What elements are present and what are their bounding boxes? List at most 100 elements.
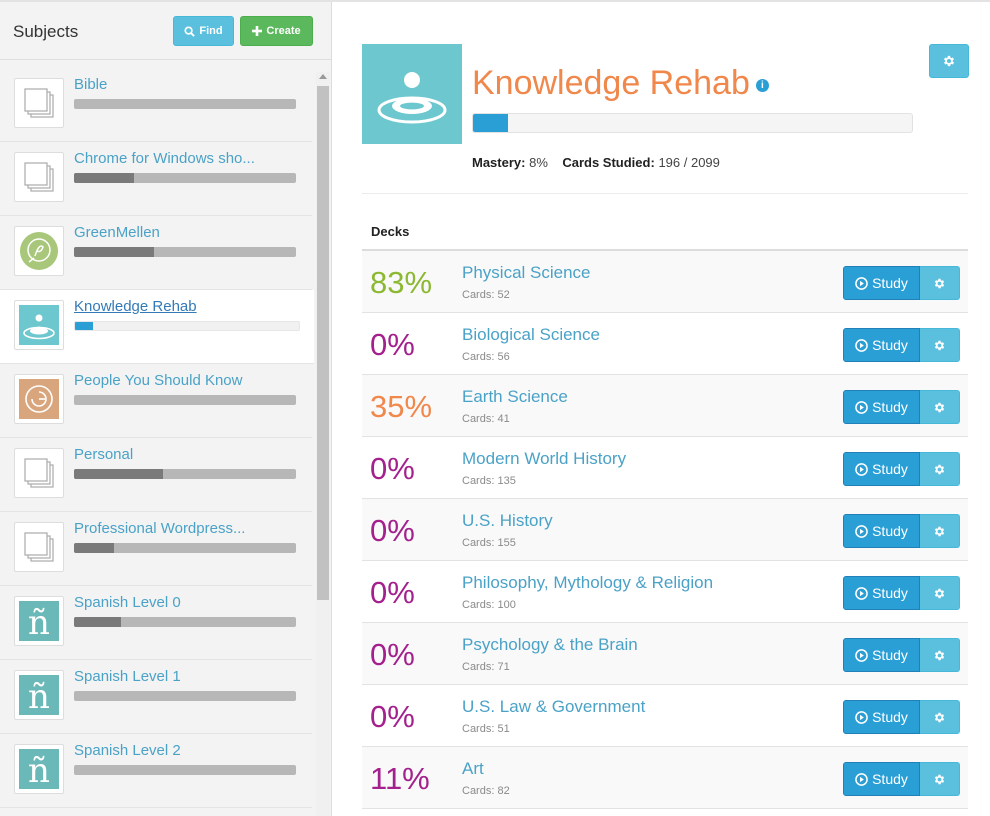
subject-item[interactable]: GreenMellen (0, 216, 312, 290)
study-button[interactable]: Study (843, 390, 920, 424)
mastery-value: 8% (529, 155, 548, 170)
deck-card-count: Cards: 52 (462, 289, 510, 301)
page-title-text: Knowledge Rehab (472, 64, 750, 102)
deck-row: 0% Modern World History Cards: 135 Study (362, 437, 968, 499)
subject-thumbnail[interactable] (14, 448, 64, 498)
subject-thumbnail[interactable]: ñ (14, 670, 64, 720)
subject-thumbnail[interactable] (14, 300, 64, 350)
subject-item[interactable]: Knowledge Rehab (0, 290, 314, 364)
deck-settings-button[interactable] (920, 576, 960, 610)
subject-item[interactable]: ñ Spanish Level 0 (0, 586, 312, 660)
svg-text:ñ: ñ (28, 751, 50, 789)
study-button[interactable]: Study (843, 514, 920, 548)
deck-mastery-percent: 0% (370, 575, 415, 610)
gear-icon (934, 588, 945, 598)
subject-thumbnail[interactable] (14, 226, 64, 276)
info-icon[interactable]: i (755, 78, 769, 92)
deck-settings-button[interactable] (920, 762, 960, 796)
deck-name[interactable]: U.S. Law & Government (462, 697, 646, 716)
deck-name[interactable]: Biological Science (462, 325, 600, 344)
plus-icon (252, 26, 263, 36)
study-button[interactable]: Study (843, 452, 920, 486)
subject-name[interactable]: GreenMellen (74, 224, 160, 241)
subject-name[interactable]: Bible (74, 76, 108, 93)
subject-name[interactable]: Chrome for Windows sho... (74, 150, 255, 167)
subject-progress-fill (74, 469, 163, 479)
deck-settings-button[interactable] (920, 390, 960, 424)
deck-name[interactable]: Psychology & the Brain (462, 635, 638, 654)
subject-progress-fill (74, 543, 114, 553)
subject-progress-bar (74, 765, 296, 775)
subject-settings-button[interactable] (929, 44, 969, 78)
subject-name[interactable]: Spanish Level 1 (74, 668, 181, 685)
find-button[interactable]: Find (173, 16, 234, 46)
subject-thumbnail[interactable] (14, 522, 64, 572)
deck-name[interactable]: Physical Science (462, 263, 591, 282)
deck-settings-button[interactable] (920, 514, 960, 548)
deck-name[interactable]: U.S. History (462, 511, 553, 530)
subject-name[interactable]: People You Should Know (74, 372, 243, 389)
gear-icon (934, 278, 945, 288)
deck-settings-button[interactable] (920, 638, 960, 672)
cards-icon (19, 157, 59, 197)
deck-settings-button[interactable] (920, 266, 960, 300)
subject-item[interactable]: ñ Spanish Level 1 (0, 660, 312, 734)
deck-settings-button[interactable] (920, 700, 960, 734)
subject-name[interactable]: Spanish Level 2 (74, 742, 181, 759)
person-ripple-icon (377, 72, 447, 124)
deck-row: 0% U.S. History Cards: 155 Study (362, 499, 968, 561)
create-button[interactable]: Create (240, 16, 313, 46)
study-button[interactable]: Study (843, 266, 920, 300)
subject-progress-fill (74, 247, 154, 257)
deck-card-count: Cards: 135 (462, 475, 516, 487)
deck-settings-button[interactable] (920, 452, 960, 486)
subject-progress-bar (74, 395, 296, 405)
study-button[interactable]: Study (843, 638, 920, 672)
subject-progress-bar (74, 173, 296, 183)
subject-item[interactable]: Bible (0, 68, 312, 142)
subject-thumbnail[interactable] (14, 374, 64, 424)
deck-row: 0% Psychology & the Brain Cards: 71 Study (362, 623, 968, 685)
subject-progress-bar (74, 543, 296, 553)
deck-mastery-percent: 0% (370, 327, 415, 362)
mastery-label: Mastery: (472, 155, 526, 170)
subject-name[interactable]: Knowledge Rehab (74, 298, 197, 315)
subject-item[interactable]: Professional Wordpress... (0, 512, 312, 586)
study-button[interactable]: Study (843, 700, 920, 734)
mastery-progress-fill (473, 114, 509, 132)
play-circle-icon (855, 648, 868, 662)
deck-name[interactable]: Earth Science (462, 387, 568, 406)
gear-icon (934, 526, 945, 536)
study-button[interactable]: Study (843, 328, 920, 362)
subject-thumbnail[interactable] (14, 78, 64, 128)
study-button[interactable]: Study (843, 762, 920, 796)
deck-name[interactable]: Philosophy, Mythology & Religion (462, 573, 714, 592)
deck-card-count: Cards: 41 (462, 413, 510, 425)
subject-progress-bar (74, 617, 296, 627)
subject-item[interactable]: Chrome for Windows sho... (0, 142, 312, 216)
deck-name[interactable]: Modern World History (462, 449, 627, 468)
subject-progress-bar (74, 469, 296, 479)
subject-item[interactable]: Personal (0, 438, 312, 512)
deck-card-count: Cards: 51 (462, 723, 510, 735)
subject-item[interactable]: ñ Spanish Level 2 (0, 734, 312, 808)
scroll-up-arrow-icon[interactable] (319, 74, 327, 79)
subject-thumbnail[interactable] (14, 152, 64, 202)
sidebar-scrollbar[interactable] (316, 72, 330, 816)
subject-thumbnail[interactable]: ñ (14, 596, 64, 646)
scroll-thumb[interactable] (317, 86, 329, 600)
gear-icon (934, 712, 945, 722)
deck-name[interactable]: Art (462, 759, 484, 778)
subject-thumbnail[interactable]: ñ (14, 744, 64, 794)
subject-name[interactable]: Personal (74, 446, 134, 463)
n-tilde-icon: ñ (19, 601, 59, 641)
subject-name[interactable]: Professional Wordpress... (74, 520, 246, 537)
deck-card-count: Cards: 56 (462, 351, 510, 363)
study-label: Study (872, 337, 908, 353)
n-tilde-icon: ñ (19, 749, 59, 789)
deck-settings-button[interactable] (920, 328, 960, 362)
subject-name[interactable]: Spanish Level 0 (74, 594, 181, 611)
study-button[interactable]: Study (843, 576, 920, 610)
subject-item[interactable]: People You Should Know (0, 364, 312, 438)
